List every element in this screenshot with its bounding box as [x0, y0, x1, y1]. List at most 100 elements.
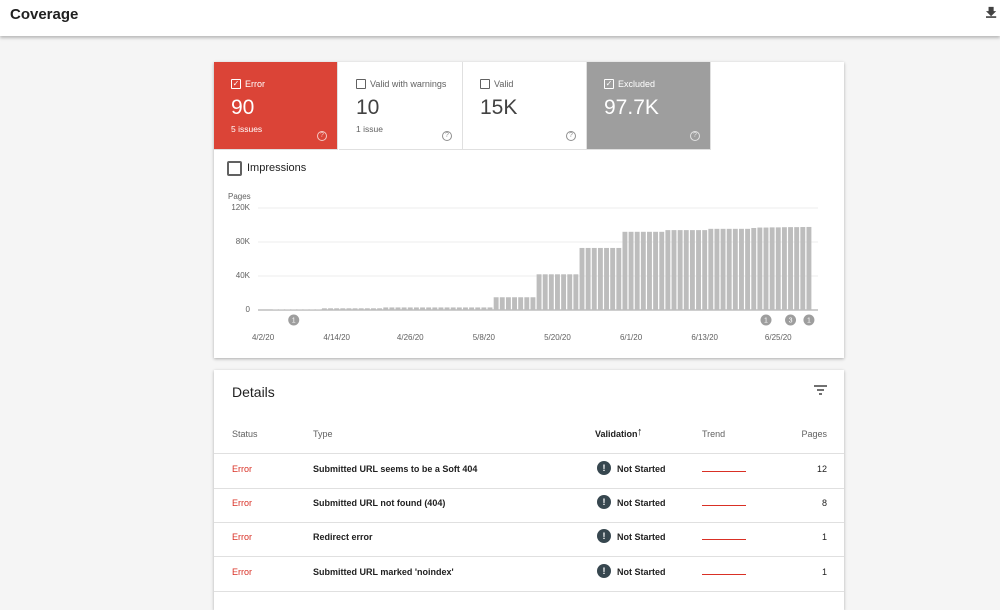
tab-label: Valid	[494, 79, 514, 89]
tab-warnings[interactable]: Valid with warnings 10 1 issue ?	[339, 62, 463, 150]
bar	[677, 230, 683, 310]
bar	[788, 227, 793, 310]
x-tick-label: 4/2/20	[252, 333, 275, 342]
annotation-count: 3	[789, 317, 793, 324]
bar	[542, 274, 548, 310]
bar	[555, 274, 560, 310]
row-status: Error	[232, 498, 252, 509]
bar	[647, 231, 652, 310]
validation-icon: !	[597, 563, 611, 578]
bar	[739, 228, 744, 310]
bar	[420, 307, 425, 310]
filter-icon[interactable]	[814, 385, 828, 395]
row-type: Submitted URL seems to be a Soft 404	[313, 464, 478, 474]
tab-excluded[interactable]: ✓ Excluded 97.7K ?	[587, 62, 711, 150]
bar	[745, 228, 751, 310]
row-type: Submitted URL not found (404)	[313, 498, 446, 509]
bar	[285, 309, 291, 310]
bar	[573, 274, 579, 310]
bar	[665, 230, 671, 310]
row-validation: Not Started	[617, 566, 666, 577]
bar	[696, 230, 701, 310]
y-tick-label: 120K	[231, 203, 250, 212]
bar	[659, 231, 665, 310]
x-tick-label: 6/1/20	[620, 333, 643, 342]
row-type: Redirect error	[313, 532, 373, 543]
impressions-label: Impressions	[247, 162, 307, 174]
tab-valid[interactable]: Valid 15K ?	[463, 62, 587, 150]
annotation-marker	[785, 314, 797, 326]
bar	[708, 228, 714, 310]
bar	[548, 274, 554, 310]
bar	[481, 307, 487, 310]
tab-label: Excluded	[618, 79, 656, 89]
column-header: Pages	[801, 429, 827, 439]
bar	[781, 227, 787, 310]
column-header: Status	[232, 429, 258, 439]
validation-icon: !	[597, 529, 611, 544]
trend-line	[702, 505, 746, 507]
trend-line	[702, 573, 746, 575]
impressions-checkbox[interactable]	[227, 161, 242, 176]
bar	[640, 231, 646, 310]
annotation-marker	[803, 314, 815, 326]
bar	[726, 228, 732, 310]
annotation-marker	[760, 314, 772, 326]
bar	[371, 308, 376, 310]
row-status: Error	[232, 532, 252, 543]
row-divider	[214, 556, 844, 558]
page-title: Coverage	[10, 6, 79, 23]
bar	[272, 309, 278, 310]
bar	[395, 307, 401, 310]
bar	[456, 307, 462, 310]
bar	[604, 247, 609, 310]
bar	[769, 227, 775, 310]
row-status: Error	[232, 464, 252, 474]
bar	[321, 308, 327, 310]
x-tick-label: 6/13/20	[691, 333, 718, 342]
bar	[536, 274, 542, 310]
page: Coverage ✓ Error 90 5 issues ? Valid with…	[0, 0, 1000, 592]
row-status: Error	[232, 566, 252, 577]
column-header: Validation	[595, 429, 638, 439]
bar	[413, 307, 419, 310]
row-pages: 12	[816, 464, 827, 474]
tab-error[interactable]: ✓ Error 90 5 issues ?	[214, 62, 338, 150]
bar	[512, 297, 517, 310]
bar	[352, 308, 358, 310]
bar	[530, 297, 536, 310]
bar	[714, 228, 720, 310]
bar	[297, 309, 303, 310]
bar	[597, 247, 603, 310]
x-tick-label: 5/20/20	[544, 333, 571, 342]
tab-value: 15K	[480, 96, 518, 119]
bar	[610, 247, 616, 310]
bar	[334, 308, 340, 310]
validation-icon: !	[597, 495, 611, 510]
bar	[364, 308, 370, 310]
sort-arrow: ↑	[637, 426, 643, 438]
tab-value: 97.7K	[604, 96, 659, 119]
bar	[634, 231, 640, 310]
row-pages: 8	[821, 498, 827, 509]
row-divider	[214, 488, 844, 489]
bar	[279, 309, 284, 310]
bar	[309, 309, 315, 310]
bar	[450, 307, 456, 310]
row-pages: 1	[821, 566, 827, 577]
y-tick-label: 80K	[236, 237, 251, 246]
bar	[671, 230, 677, 310]
bar	[432, 307, 438, 310]
bar	[383, 307, 389, 310]
bar	[340, 308, 346, 310]
bar	[463, 307, 468, 310]
bar	[702, 230, 708, 310]
top-bar: Coverage	[0, 0, 1000, 36]
bar	[732, 228, 738, 310]
y-axis-label: Pages	[228, 192, 251, 201]
download-icon[interactable]	[986, 6, 998, 20]
bar	[683, 230, 689, 310]
bar	[426, 307, 432, 310]
trend-line	[702, 539, 746, 541]
tab-value: 90	[231, 96, 255, 119]
